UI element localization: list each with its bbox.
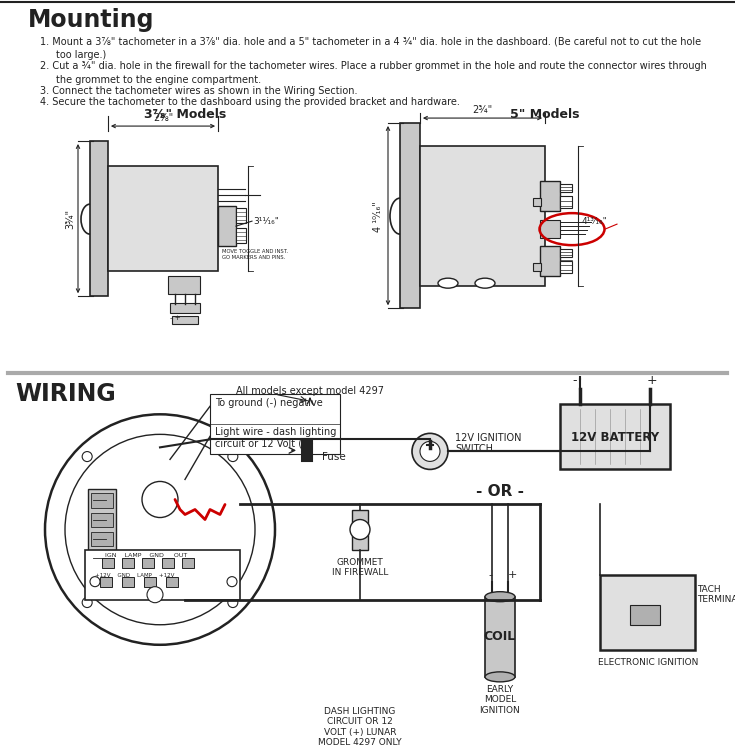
Text: +: + bbox=[507, 570, 517, 580]
Text: -: - bbox=[573, 374, 577, 387]
Bar bbox=[533, 198, 541, 206]
Bar bbox=[630, 605, 660, 625]
Text: 12V IGNITION
SWITCH: 12V IGNITION SWITCH bbox=[455, 433, 522, 454]
Text: All models except model 4297: All models except model 4297 bbox=[236, 386, 384, 396]
Circle shape bbox=[420, 441, 440, 461]
Text: 12V BATTERY: 12V BATTERY bbox=[571, 431, 659, 444]
Bar bbox=[170, 303, 200, 313]
Circle shape bbox=[228, 597, 238, 607]
Bar bbox=[560, 249, 572, 257]
Bar bbox=[88, 489, 116, 570]
Bar bbox=[533, 263, 541, 271]
Text: 4 ¹⁰⁄₁₆": 4 ¹⁰⁄₁₆" bbox=[373, 200, 383, 232]
Bar bbox=[420, 146, 545, 286]
Bar bbox=[352, 510, 368, 550]
Bar bbox=[540, 246, 560, 276]
Text: 2¾": 2¾" bbox=[472, 105, 492, 115]
Bar bbox=[91, 513, 113, 527]
Text: 3⅞" Models: 3⅞" Models bbox=[144, 108, 226, 121]
Text: -: - bbox=[488, 570, 492, 580]
Bar bbox=[560, 184, 572, 192]
Circle shape bbox=[45, 414, 275, 644]
Text: - OR -: - OR - bbox=[476, 484, 524, 499]
Bar bbox=[162, 557, 174, 568]
Text: WIRING: WIRING bbox=[15, 382, 115, 406]
Bar bbox=[144, 577, 156, 586]
Text: too large.): too large.) bbox=[56, 50, 107, 60]
Bar bbox=[91, 531, 113, 545]
Ellipse shape bbox=[438, 278, 458, 288]
Text: 5" Models: 5" Models bbox=[510, 108, 580, 121]
Text: 4. Secure the tachometer to the dashboard using the provided bracket and hardwar: 4. Secure the tachometer to the dashboar… bbox=[40, 97, 460, 107]
Text: +12V    GND    LAMP    +12V: +12V GND LAMP +12V bbox=[95, 573, 174, 577]
Text: 2⅛": 2⅛" bbox=[153, 113, 173, 123]
Bar bbox=[540, 220, 560, 238]
Bar bbox=[560, 261, 572, 273]
Text: EARLY
MODEL
IGNITION: EARLY MODEL IGNITION bbox=[480, 685, 520, 714]
Text: - +: - + bbox=[170, 315, 180, 321]
Circle shape bbox=[82, 597, 92, 607]
Circle shape bbox=[142, 481, 178, 518]
Text: +: + bbox=[647, 374, 657, 387]
Bar bbox=[236, 208, 246, 224]
Bar bbox=[90, 141, 108, 297]
Ellipse shape bbox=[475, 278, 495, 288]
Text: 4¹³⁄₁₆": 4¹³⁄₁₆" bbox=[582, 217, 608, 226]
Ellipse shape bbox=[485, 672, 515, 682]
Text: GROMMET
IN FIREWALL: GROMMET IN FIREWALL bbox=[331, 557, 388, 577]
Text: Fuse: Fuse bbox=[322, 452, 345, 463]
Bar bbox=[142, 557, 154, 568]
Text: Light wire - dash lighting
circuit or 12 Volt (+): Light wire - dash lighting circuit or 12… bbox=[215, 428, 337, 449]
Text: 3¾": 3¾" bbox=[65, 209, 75, 229]
Bar bbox=[85, 550, 240, 600]
Circle shape bbox=[147, 586, 163, 603]
Bar bbox=[236, 228, 246, 243]
Bar bbox=[560, 196, 572, 208]
Bar bbox=[122, 557, 134, 568]
Bar bbox=[108, 166, 218, 271]
Bar bbox=[91, 493, 113, 507]
Text: 1. Mount a 3⅞" tachometer in a 3⅞" dia. hole and a 5" tachometer in a 4 ¾" dia. : 1. Mount a 3⅞" tachometer in a 3⅞" dia. … bbox=[40, 36, 701, 46]
Text: DASH LIGHTING
CIRCUIT OR 12
VOLT (+) LUNAR
MODEL 4297 ONLY: DASH LIGHTING CIRCUIT OR 12 VOLT (+) LUN… bbox=[318, 707, 402, 745]
Circle shape bbox=[412, 434, 448, 469]
Text: IGN    LAMP    GND     OUT: IGN LAMP GND OUT bbox=[105, 553, 187, 557]
Text: 2. Cut a ¾" dia. hole in the firewall for the tachometer wires. Place a rubber g: 2. Cut a ¾" dia. hole in the firewall fo… bbox=[40, 61, 707, 71]
Text: TACH
TERMINAL: TACH TERMINAL bbox=[697, 585, 735, 604]
Bar bbox=[218, 206, 236, 246]
Text: ELECTRONIC IGNITION: ELECTRONIC IGNITION bbox=[598, 658, 698, 667]
Text: Mounting: Mounting bbox=[28, 8, 154, 32]
Bar bbox=[166, 577, 178, 586]
Bar bbox=[102, 557, 114, 568]
Circle shape bbox=[228, 451, 238, 462]
Bar bbox=[172, 316, 198, 324]
Circle shape bbox=[82, 451, 92, 462]
Circle shape bbox=[227, 577, 237, 586]
Circle shape bbox=[350, 519, 370, 539]
Bar bbox=[540, 181, 560, 211]
Bar bbox=[210, 394, 340, 454]
Bar bbox=[182, 557, 194, 568]
Bar bbox=[100, 577, 112, 586]
Bar bbox=[168, 276, 200, 294]
Bar bbox=[485, 597, 515, 677]
Text: To ground (-) negative: To ground (-) negative bbox=[215, 399, 323, 408]
Bar bbox=[122, 577, 134, 586]
Text: MOVE TOGGLE AND INST.
GO MARKERS AND PINS.: MOVE TOGGLE AND INST. GO MARKERS AND PIN… bbox=[222, 249, 288, 260]
Bar bbox=[560, 405, 670, 469]
Bar bbox=[302, 440, 312, 461]
Circle shape bbox=[90, 577, 100, 586]
Bar bbox=[91, 551, 113, 565]
Text: COIL: COIL bbox=[484, 630, 516, 643]
Ellipse shape bbox=[485, 592, 515, 602]
Text: 3¹¹⁄₁₆": 3¹¹⁄₁₆" bbox=[253, 217, 279, 226]
Text: the grommet to the engine compartment.: the grommet to the engine compartment. bbox=[56, 75, 261, 85]
Bar bbox=[400, 123, 420, 308]
Circle shape bbox=[65, 434, 255, 625]
Text: 3. Connect the tachometer wires as shown in the Wiring Section.: 3. Connect the tachometer wires as shown… bbox=[40, 86, 357, 96]
Bar bbox=[600, 574, 695, 650]
